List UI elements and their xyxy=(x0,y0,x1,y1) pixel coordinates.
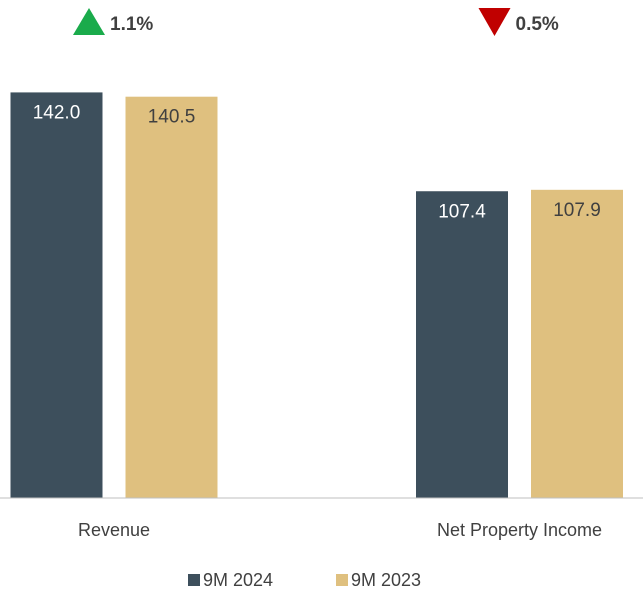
legend-swatch xyxy=(188,574,200,586)
x-tick-label: Revenue xyxy=(78,520,150,540)
value-label: 107.4 xyxy=(438,201,486,222)
x-tick-label: Net Property Income xyxy=(437,520,602,540)
change-label: 1.1% xyxy=(110,14,153,35)
change-arrow xyxy=(73,8,105,35)
bar xyxy=(10,92,103,498)
bar xyxy=(125,96,218,499)
value-label: 142.0 xyxy=(33,102,81,123)
value-label: 107.9 xyxy=(553,200,601,221)
legend-label: 9M 2024 xyxy=(203,570,273,590)
bar xyxy=(531,189,623,499)
legend-label: 9M 2023 xyxy=(351,570,421,590)
bar xyxy=(416,191,508,498)
change-arrow xyxy=(478,8,511,36)
change-label: 0.5% xyxy=(516,14,559,35)
legend-swatch xyxy=(336,574,348,586)
value-label: 140.5 xyxy=(148,107,196,128)
